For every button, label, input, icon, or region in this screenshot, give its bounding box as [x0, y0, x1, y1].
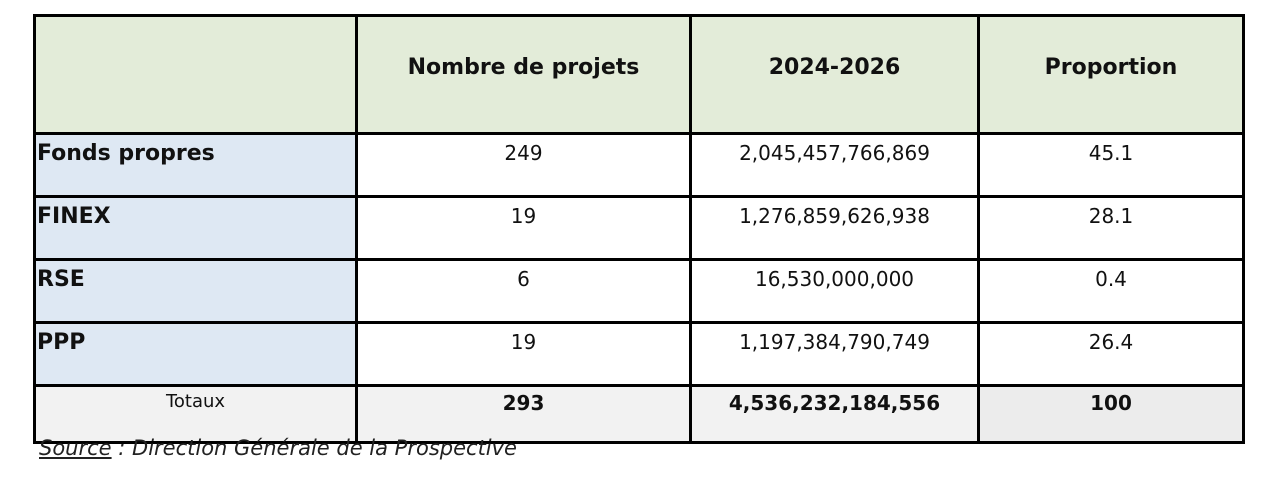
cell-proportion: 0.4: [977, 258, 1245, 324]
table-row: FINEX 19 1,276,859,626,938 28.1: [33, 195, 1245, 261]
cell-proportion: 28.1: [977, 195, 1245, 261]
cell-montant: 1,197,384,790,749: [689, 321, 980, 387]
header-period: 2024-2026: [689, 14, 980, 135]
cell-proportion: 45.1: [977, 132, 1245, 198]
totals-label: Totaux: [33, 384, 358, 444]
cell-montant: 1,276,859,626,938: [689, 195, 980, 261]
totals-row: Totaux 293 4,536,232,184,556 100: [33, 384, 1245, 444]
header-empty: [33, 14, 358, 135]
table-row: RSE 6 16,530,000,000 0.4: [33, 258, 1245, 324]
source-label: Source: [39, 436, 112, 460]
cell-projets: 249: [355, 132, 692, 198]
row-label: PPP: [33, 321, 358, 387]
cell-proportion: 26.4: [977, 321, 1245, 387]
header-proportion: Proportion: [977, 14, 1245, 135]
header-row: Nombre de projets 2024-2026 Proportion: [33, 14, 1245, 135]
cell-montant: 16,530,000,000: [689, 258, 980, 324]
totals-montant: 4,536,232,184,556: [689, 384, 980, 444]
totals-projets: 293: [355, 384, 692, 444]
cell-projets: 19: [355, 321, 692, 387]
source-text: : Direction Générale de la Prospective: [111, 436, 517, 460]
row-label: RSE: [33, 258, 358, 324]
row-label: Fonds propres: [33, 132, 358, 198]
row-label: FINEX: [33, 195, 358, 261]
cell-projets: 6: [355, 258, 692, 324]
table-row: PPP 19 1,197,384,790,749 26.4: [33, 321, 1245, 387]
totals-proportion: 100: [977, 384, 1245, 444]
table-row: Fonds propres 249 2,045,457,766,869 45.1: [33, 132, 1245, 198]
projects-table: Nombre de projets 2024-2026 Proportion F…: [33, 14, 1245, 444]
header-projets: Nombre de projets: [355, 14, 692, 135]
source-note: Source : Direction Générale de la Prospe…: [39, 436, 517, 460]
cell-projets: 19: [355, 195, 692, 261]
cell-montant: 2,045,457,766,869: [689, 132, 980, 198]
